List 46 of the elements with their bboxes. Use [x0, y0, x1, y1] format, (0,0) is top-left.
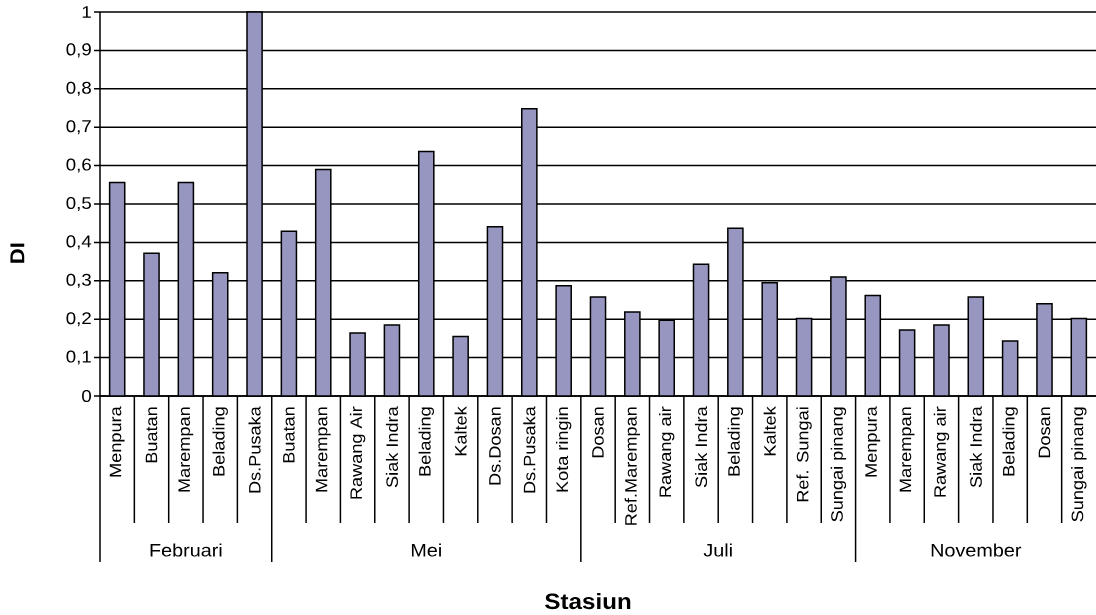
y-tick-label: 0,9 — [66, 43, 91, 58]
text: Juli — [703, 543, 732, 557]
x-tick-label: Siak Indra — [969, 406, 982, 488]
x-tick-label: Ref.Marempan — [624, 407, 641, 525]
x-tick-label: Belading — [212, 407, 228, 476]
x-tick-label: Sungai pinang — [830, 407, 847, 522]
text: Februari — [150, 543, 222, 557]
y-tick-label: 0 — [82, 389, 91, 403]
x-tick-label: Kaltek — [763, 406, 776, 456]
x-tick-label: Dosan — [1038, 407, 1051, 458]
y-tick-label: 0,4 — [66, 235, 92, 250]
x-tick-label: Rawang air — [659, 406, 675, 497]
y-tick-label: 0,6 — [66, 158, 91, 173]
x-tick-label: Dosan — [592, 407, 604, 458]
x-tick-label: Buatan — [145, 407, 158, 463]
x-tick-label: Ds.Dosan — [489, 407, 501, 485]
x-tick-label: Rawang Air — [349, 406, 366, 499]
y-tick-label: 0,3 — [66, 273, 91, 288]
x-tick-label: Marempan — [899, 407, 915, 492]
x-tick-label: Marempan — [178, 407, 194, 492]
x-tick-label: Sungai pinang — [1071, 407, 1087, 522]
x-axis-title: Stasiun — [545, 592, 631, 610]
text: November — [931, 543, 1022, 557]
y-tick-label: 0,2 — [66, 312, 91, 327]
x-tick-label: Siak Indra — [694, 406, 708, 488]
x-tick-label: Belading — [418, 407, 434, 476]
x-tick-label: Menpura — [865, 406, 881, 477]
x-tick-label: Ref. Sungai — [796, 407, 812, 502]
y-tick-label: 0,7 — [66, 120, 91, 135]
text: Mei — [411, 543, 441, 557]
x-tick-label: Rawang air — [933, 406, 950, 497]
x-tick-label: Belading — [1002, 407, 1018, 476]
y-tick-label: 0,5 — [66, 196, 91, 212]
y-tick-label: 0,8 — [66, 81, 91, 96]
x-tick-label: Ds.Pusaka — [248, 406, 261, 493]
x-tick-label: Kaltek — [454, 406, 467, 456]
x-tick-label: Marempan — [315, 407, 331, 492]
x-tick-label: Kota ringin — [555, 407, 572, 492]
x-tick-label: Buatan — [283, 407, 295, 463]
y-tick-label: 1 — [82, 6, 91, 18]
x-tick-label: Ds.Pusaka — [523, 406, 536, 493]
x-tick-label: Menpura — [109, 406, 125, 477]
y-tick-label: 0,1 — [66, 350, 91, 365]
x-tick-label: Belading — [727, 407, 744, 476]
y-axis-title: DI — [10, 243, 25, 263]
x-tick-label: Siak Indra — [385, 406, 398, 488]
